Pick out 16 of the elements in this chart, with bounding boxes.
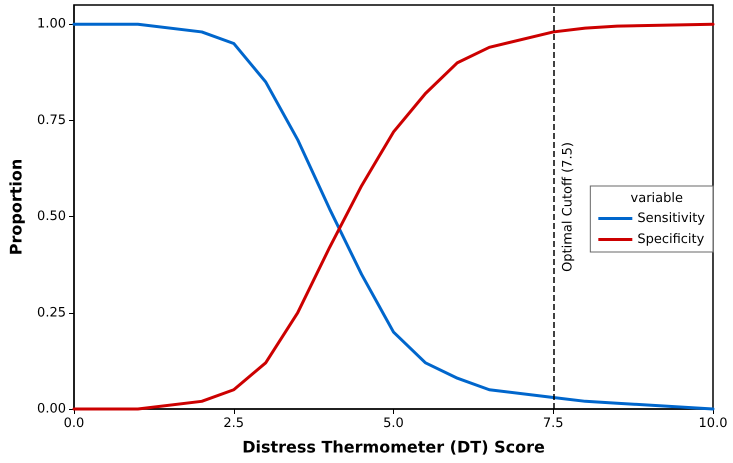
- y-tick-label: 0.00: [37, 402, 66, 416]
- ref-line-label: Optimal Cutoff (7.5): [560, 142, 576, 272]
- y-axis-title: Proportion: [6, 158, 26, 256]
- legend-label: Specificity: [637, 232, 705, 247]
- x-axis-title: Distress Thermometer (DT) Score: [242, 438, 545, 456]
- legend-title: variable: [630, 191, 684, 206]
- y-tick-label: 0.75: [37, 112, 66, 128]
- x-tick-label: 7.5: [542, 416, 564, 431]
- y-tick-label: 0.50: [37, 209, 66, 224]
- x-tick-label: 0.0: [64, 416, 84, 431]
- y-tick-label: 0.25: [37, 305, 66, 320]
- legend-label: Sensitivity: [637, 211, 706, 226]
- y-tick-label: 1.00: [37, 16, 66, 32]
- x-tick-label: 2.5: [223, 416, 244, 431]
- x-tick-label: 10.0: [698, 416, 728, 431]
- x-tick-label: 5.0: [383, 416, 404, 431]
